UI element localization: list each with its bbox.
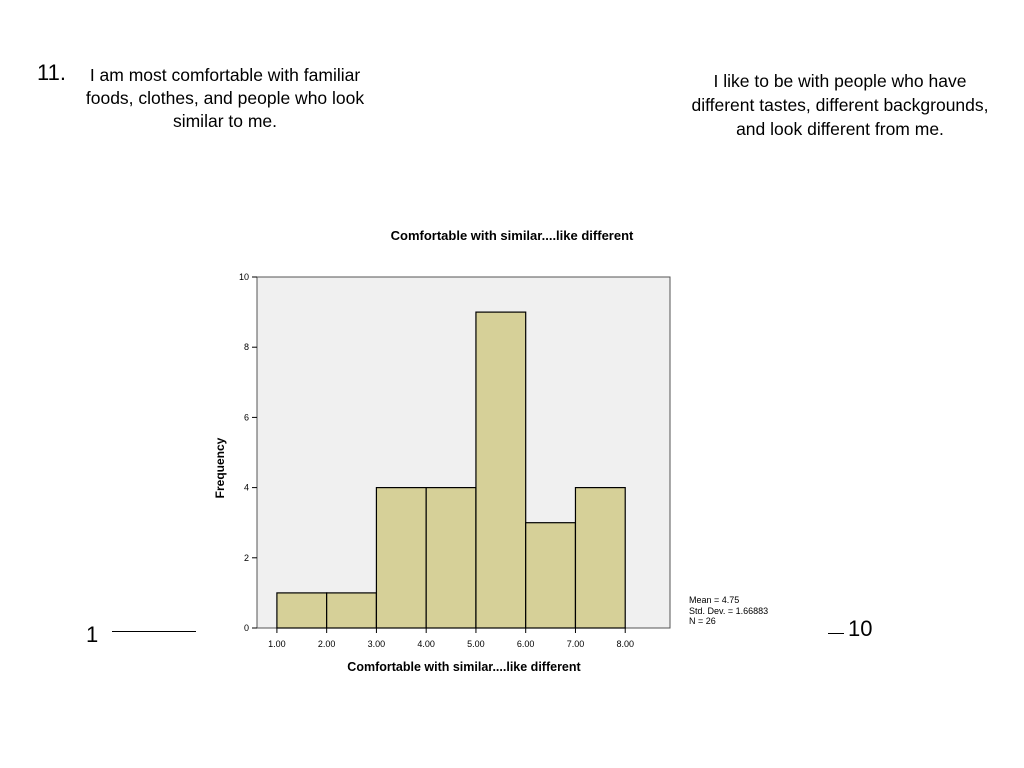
histogram-bars (276, 311, 626, 629)
x-axis: 1.00 2.00 3.00 4.00 5.00 6.00 7.00 8.00 (268, 628, 634, 649)
y-axis: 0 2 4 6 8 10 (239, 272, 257, 633)
x-tick-label: 3.00 (368, 639, 386, 649)
right-statement: I like to be with people who have differ… (691, 71, 989, 139)
summary-stats: Mean = 4.75 Std. Dev. = 1.66883 N = 26 (689, 595, 768, 627)
left-statement: I am most comfortable with familiar food… (85, 65, 365, 131)
y-axis-label: Frequency (213, 437, 227, 498)
x-tick-label: 7.00 (567, 639, 585, 649)
x-tick-label: 4.00 (417, 639, 435, 649)
y-tick-label: 0 (244, 623, 249, 633)
stat-mean: Mean = 4.75 (689, 595, 740, 605)
y-tick-label: 4 (244, 483, 249, 493)
scale-line-right (828, 633, 844, 634)
x-axis-label: Comfortable with similar....like differe… (347, 660, 581, 674)
x-tick-label: 1.00 (268, 639, 286, 649)
question-number: 11. (37, 60, 66, 85)
histogram-chart: Comfortable with similar....like differe… (213, 228, 671, 674)
y-tick-label: 2 (244, 553, 249, 563)
histogram-bar (375, 487, 427, 629)
y-tick-label: 8 (244, 342, 249, 352)
x-tick-label: 5.00 (467, 639, 485, 649)
y-tick-label: 10 (239, 272, 249, 282)
histogram-bar (574, 487, 626, 629)
scale-min-label: 1 (86, 622, 99, 647)
chart-title: Comfortable with similar....like differe… (391, 228, 634, 243)
scale-line-left (112, 631, 196, 632)
x-tick-label: 2.00 (318, 639, 336, 649)
y-tick-label: 6 (244, 412, 249, 422)
stat-std-dev: Std. Dev. = 1.66883 (689, 605, 769, 616)
x-tick-label: 8.00 (616, 639, 634, 649)
histogram-bar (475, 311, 527, 629)
histogram-bar (276, 592, 328, 629)
histogram-bar (525, 522, 577, 629)
histogram-bar (326, 592, 378, 629)
x-tick-label: 6.00 (517, 639, 535, 649)
scale-max-label: 10 (848, 616, 873, 641)
histogram-bar (425, 487, 477, 629)
stat-n: N = 26 (689, 616, 716, 626)
